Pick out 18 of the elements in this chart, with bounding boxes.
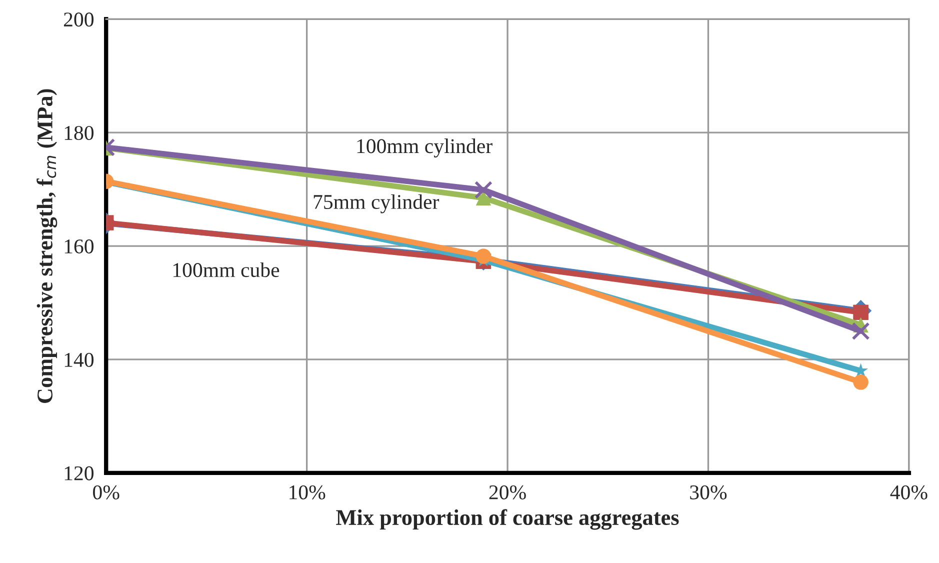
annotation: 100mm cylinder <box>357 138 492 158</box>
x-tick-label: 20% <box>489 485 526 500</box>
y-tick-label: 120 <box>64 466 94 480</box>
annotation: 100mm cube <box>173 262 280 278</box>
point <box>852 322 870 340</box>
point <box>853 304 868 320</box>
y-axis-title: Compressive strength, f$_{cm}$ (MPa) <box>36 89 58 403</box>
y-tick-label: 180 <box>64 126 94 140</box>
x-tick-label: 40% <box>890 485 928 500</box>
y-tick-label: 140 <box>64 352 94 367</box>
x-tick-label: 0% <box>93 485 120 500</box>
y-tick-label: 200 <box>64 12 94 27</box>
point <box>853 374 868 390</box>
y-tick-label: 160 <box>64 239 94 254</box>
x-tick-label: 10% <box>290 485 326 500</box>
x-axis-title: Mix proportion of coarse aggregates <box>336 509 679 530</box>
annotation: 75mm cylinder <box>314 194 440 214</box>
x-tick-label: 30% <box>690 485 727 500</box>
